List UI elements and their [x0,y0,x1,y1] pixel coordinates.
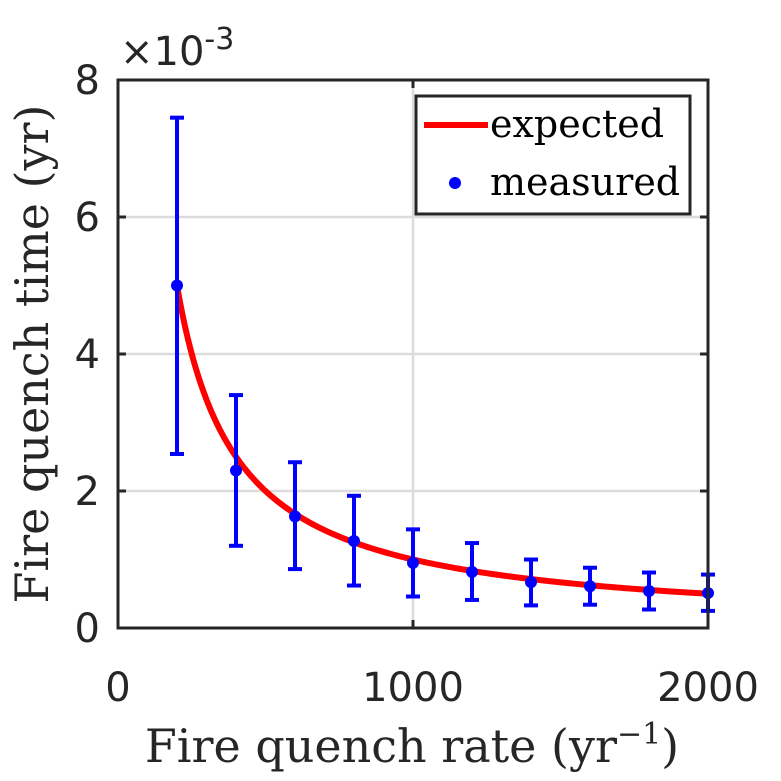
data-point [230,464,242,477]
legend-measured-label: measured [490,160,680,204]
data-point [407,556,419,569]
expected-curve [174,284,709,597]
data-point [289,510,301,523]
y-tick-label: 4 [75,332,100,378]
data-point [525,576,537,589]
y-tick-label: 2 [75,469,100,515]
x-axis-label: Fire quench rate (yr−1) [145,717,679,773]
data-point [584,580,596,593]
legend-measured-swatch [449,177,461,189]
legend-box [414,94,692,216]
y-exponent-label: ×10-3 [120,22,234,75]
axis-ticks: 0 1000 2000 0 2 4 6 8 [75,58,759,711]
x-tick-label: 1000 [362,665,464,711]
data-point [348,535,360,548]
legend: expected measured [414,94,692,216]
y-tick-label: 8 [75,58,100,104]
legend-expected-label: expected [490,102,664,146]
x-tick-label: 2000 [657,665,759,711]
data-point [171,279,183,292]
x-tick-label: 0 [105,665,130,711]
y-tick-label: 0 [75,606,100,652]
data-point [466,565,478,578]
y-tick-label: 6 [75,195,100,241]
expected-curve-layer [174,284,709,597]
y-axis-label: Fire quench time (yr) [5,105,59,604]
data-point [643,585,655,598]
